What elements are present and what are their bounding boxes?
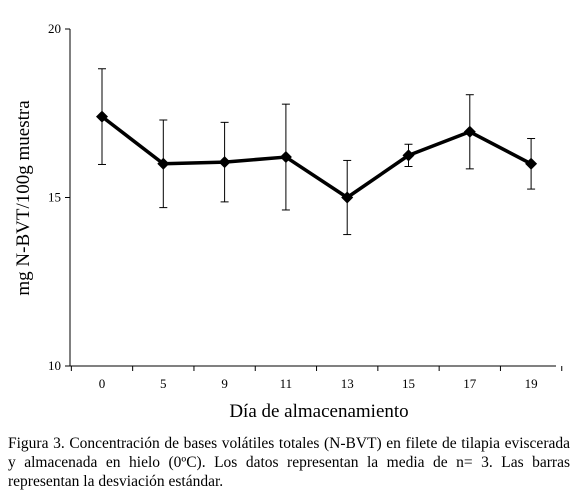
data-point-marker (157, 157, 170, 170)
y-tick-label: 15 (48, 190, 61, 205)
series-line-group (100, 115, 532, 200)
line-chart: 10 15 20 0 5 9 11 13 15 17 19 mg N-BVT/100g muest… (13, 21, 563, 422)
y-tick-label: 20 (48, 21, 61, 36)
x-tick-label: 15 (402, 376, 415, 391)
y-axis: 10 15 20 (48, 21, 71, 373)
x-tick-label: 9 (221, 376, 228, 391)
data-point-marker (341, 191, 354, 204)
error-bars (98, 68, 536, 236)
x-tick-label: 5 (160, 376, 167, 391)
data-point-marker (96, 110, 108, 123)
data-point-marker (525, 157, 538, 170)
x-tick-label: 0 (99, 376, 106, 391)
y-tick-label: 10 (48, 358, 61, 373)
data-point-marker (402, 149, 415, 162)
data-point-marker (279, 151, 292, 164)
data-markers (96, 110, 538, 204)
x-tick-label: 13 (341, 376, 354, 391)
y-axis-title: mg N-BVT/100g muestra (13, 100, 34, 296)
x-axis-title: Día de almacenamiento (229, 401, 408, 422)
data-point-marker (463, 125, 476, 138)
x-tick-label: 19 (525, 376, 538, 391)
x-axis: 0 5 9 11 13 15 17 19 (70, 365, 563, 391)
data-point-marker (218, 156, 231, 169)
x-tick-label: 17 (463, 376, 477, 391)
figure-caption: Figura 3. Concentración de bases volátil… (8, 435, 570, 490)
series-line (100, 115, 532, 200)
x-tick-label: 11 (280, 376, 293, 391)
